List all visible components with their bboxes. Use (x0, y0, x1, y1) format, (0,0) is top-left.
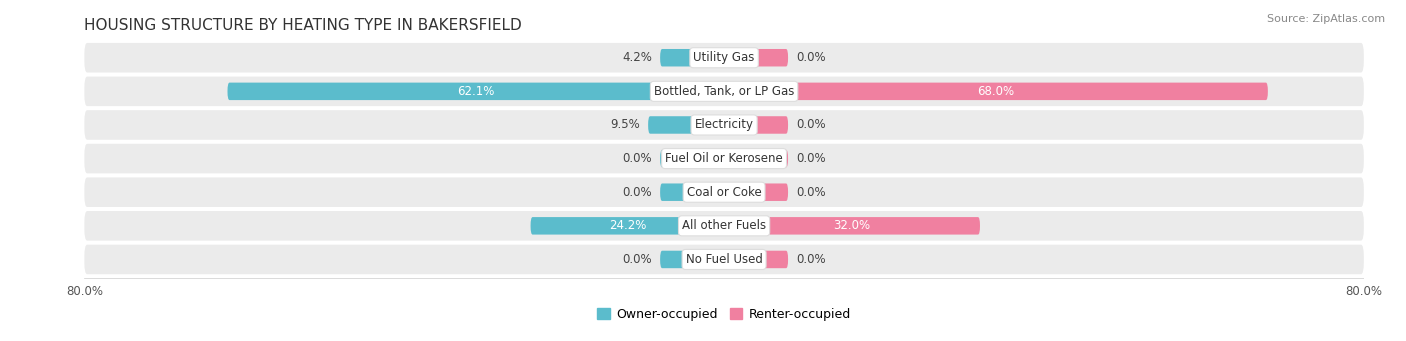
FancyBboxPatch shape (530, 217, 724, 235)
FancyBboxPatch shape (84, 110, 1364, 140)
FancyBboxPatch shape (84, 177, 1364, 207)
Text: 0.0%: 0.0% (796, 118, 825, 132)
Text: 0.0%: 0.0% (796, 152, 825, 165)
Text: Utility Gas: Utility Gas (693, 51, 755, 64)
FancyBboxPatch shape (661, 150, 724, 167)
FancyBboxPatch shape (724, 116, 787, 134)
Text: Bottled, Tank, or LP Gas: Bottled, Tank, or LP Gas (654, 85, 794, 98)
FancyBboxPatch shape (724, 217, 980, 235)
FancyBboxPatch shape (724, 83, 1268, 100)
FancyBboxPatch shape (661, 183, 724, 201)
Text: 4.2%: 4.2% (623, 51, 652, 64)
FancyBboxPatch shape (724, 49, 787, 66)
Text: 0.0%: 0.0% (623, 152, 652, 165)
FancyBboxPatch shape (661, 251, 724, 268)
Text: Coal or Coke: Coal or Coke (686, 186, 762, 199)
Text: Fuel Oil or Kerosene: Fuel Oil or Kerosene (665, 152, 783, 165)
Text: 9.5%: 9.5% (610, 118, 640, 132)
FancyBboxPatch shape (661, 49, 724, 66)
Text: 68.0%: 68.0% (977, 85, 1015, 98)
Legend: Owner-occupied, Renter-occupied: Owner-occupied, Renter-occupied (592, 303, 856, 326)
Text: All other Fuels: All other Fuels (682, 219, 766, 232)
FancyBboxPatch shape (84, 211, 1364, 241)
Text: HOUSING STRUCTURE BY HEATING TYPE IN BAKERSFIELD: HOUSING STRUCTURE BY HEATING TYPE IN BAK… (84, 18, 522, 33)
FancyBboxPatch shape (84, 43, 1364, 73)
Text: 0.0%: 0.0% (796, 51, 825, 64)
Text: 0.0%: 0.0% (796, 186, 825, 199)
Text: 0.0%: 0.0% (623, 186, 652, 199)
Text: No Fuel Used: No Fuel Used (686, 253, 762, 266)
FancyBboxPatch shape (228, 83, 724, 100)
Text: 24.2%: 24.2% (609, 219, 645, 232)
Text: 62.1%: 62.1% (457, 85, 495, 98)
FancyBboxPatch shape (724, 251, 787, 268)
FancyBboxPatch shape (84, 77, 1364, 106)
FancyBboxPatch shape (724, 150, 787, 167)
FancyBboxPatch shape (84, 244, 1364, 274)
Text: 0.0%: 0.0% (623, 253, 652, 266)
FancyBboxPatch shape (724, 183, 787, 201)
FancyBboxPatch shape (648, 116, 724, 134)
Text: Electricity: Electricity (695, 118, 754, 132)
FancyBboxPatch shape (84, 144, 1364, 173)
Text: 32.0%: 32.0% (834, 219, 870, 232)
Text: 0.0%: 0.0% (796, 253, 825, 266)
Text: Source: ZipAtlas.com: Source: ZipAtlas.com (1267, 14, 1385, 24)
